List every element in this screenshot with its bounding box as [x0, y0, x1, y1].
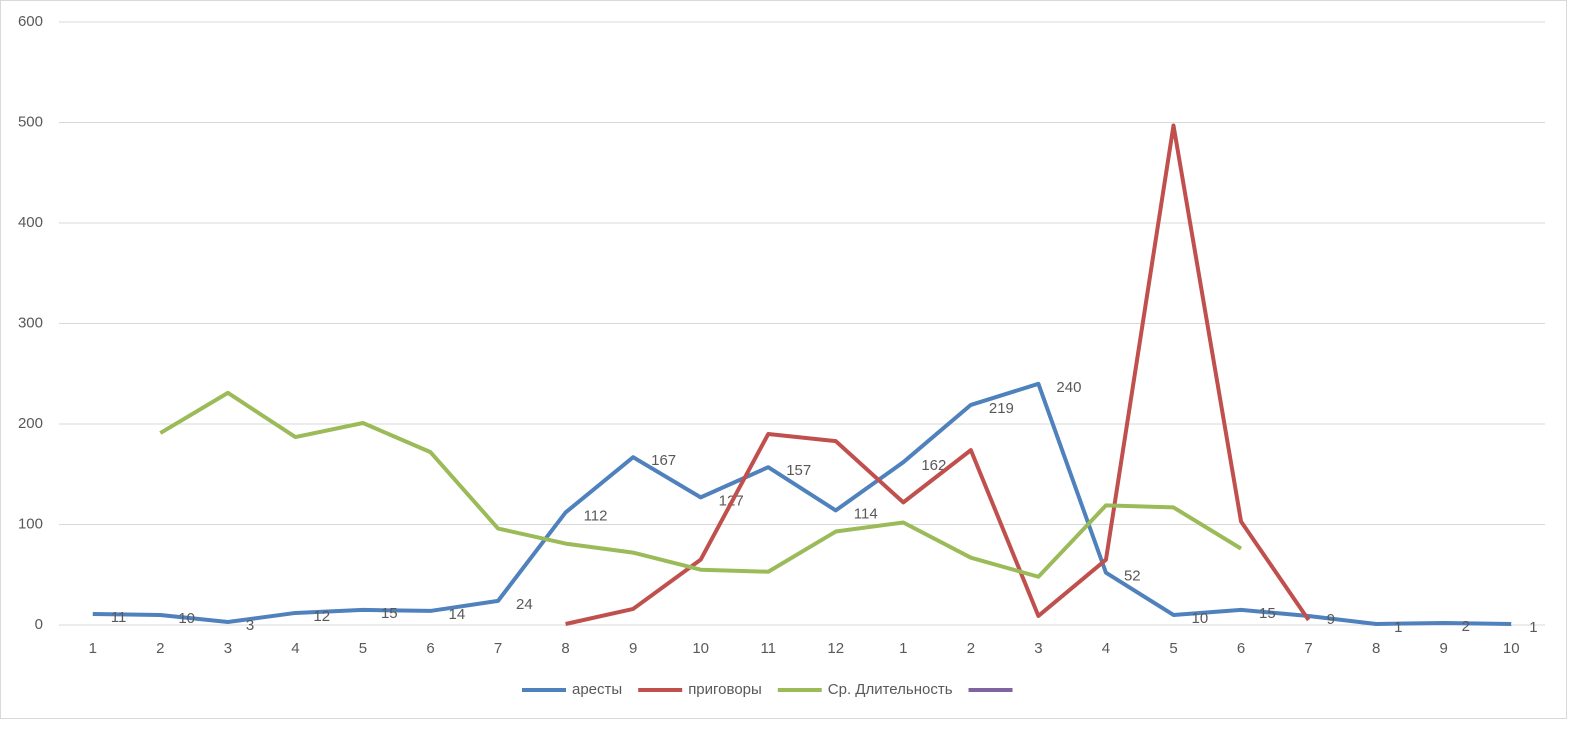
data-label: 11: [111, 609, 127, 626]
y-tick-label: 200: [18, 415, 43, 432]
data-label: 114: [854, 505, 878, 522]
y-tick-label: 100: [18, 515, 43, 532]
y-tick-label: 0: [35, 616, 43, 633]
x-tick-label: 4: [1102, 640, 1110, 657]
y-tick-label: 500: [18, 113, 43, 130]
x-tick-label: 1: [899, 640, 907, 657]
data-label: 15: [381, 605, 398, 622]
x-tick-label: 8: [561, 640, 569, 657]
x-tick-label: 8: [1372, 640, 1380, 657]
x-tick-label: 10: [1503, 640, 1520, 657]
x-tick-label: 1: [89, 640, 97, 657]
x-tick-label: 3: [1034, 640, 1042, 657]
data-label: 240: [1056, 379, 1081, 396]
legend-label: приговоры: [688, 681, 762, 698]
x-tick-label: 9: [629, 640, 637, 657]
data-label: 14: [449, 606, 466, 623]
legend-label: Ср. Длительность: [828, 681, 953, 698]
x-tick-label: 6: [426, 640, 434, 657]
x-tick-label: 5: [359, 640, 367, 657]
x-tick-label: 10: [692, 640, 709, 657]
series-line: [159, 390, 1243, 579]
chart-border: [0, 0, 1567, 719]
x-tick-label: 5: [1169, 640, 1177, 657]
data-label: 162: [921, 457, 946, 474]
data-label: 3: [246, 617, 254, 634]
data-label: 219: [989, 400, 1014, 417]
x-tick-label: 6: [1237, 640, 1245, 657]
series-line: [92, 381, 1512, 626]
y-tick-label: 600: [18, 13, 43, 30]
data-label: 9: [1327, 611, 1335, 628]
x-tick-label: 7: [1304, 640, 1312, 657]
x-tick-label: 9: [1440, 640, 1448, 657]
data-label: 10: [1192, 610, 1209, 627]
x-tick-label: 3: [224, 640, 232, 657]
data-label: 52: [1124, 568, 1141, 585]
x-tick-label: 2: [156, 640, 164, 657]
x-tick-label: 11: [760, 640, 776, 657]
data-label: 112: [584, 507, 608, 524]
y-tick-label: 400: [18, 214, 43, 231]
x-tick-label: 2: [967, 640, 975, 657]
x-tick-label: 4: [291, 640, 299, 657]
data-label: 12: [313, 608, 330, 625]
data-label: 167: [651, 452, 676, 469]
data-label: 1: [1529, 619, 1537, 636]
legend-label: аресты: [572, 681, 622, 698]
x-tick-label: 12: [827, 640, 844, 657]
x-tick-label: 7: [494, 640, 502, 657]
data-label: 2: [1462, 618, 1470, 635]
data-label: 10: [178, 610, 195, 627]
data-label: 1: [1394, 619, 1402, 636]
y-tick-label: 300: [18, 314, 43, 331]
data-label: 24: [516, 596, 533, 613]
data-label: 157: [786, 462, 811, 479]
data-label: 15: [1259, 605, 1276, 622]
